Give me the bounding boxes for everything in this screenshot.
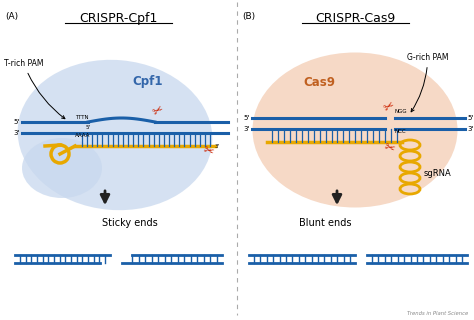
Text: Blunt ends: Blunt ends xyxy=(299,218,351,228)
Text: 3': 3' xyxy=(244,126,250,132)
Text: AAAA: AAAA xyxy=(75,133,91,138)
Text: 5': 5' xyxy=(467,115,473,121)
Text: CRISPR-Cas9: CRISPR-Cas9 xyxy=(315,12,395,25)
Text: Cpf1: Cpf1 xyxy=(133,76,163,89)
Text: ✂: ✂ xyxy=(382,140,396,156)
Text: CRISPR-Cpf1: CRISPR-Cpf1 xyxy=(79,12,157,25)
Ellipse shape xyxy=(22,138,102,198)
Text: (A): (A) xyxy=(5,12,18,21)
Text: 3': 3' xyxy=(215,144,220,149)
Ellipse shape xyxy=(18,60,212,210)
Text: TTTN: TTTN xyxy=(75,115,89,120)
Text: 3': 3' xyxy=(14,130,20,136)
Text: Cas9: Cas9 xyxy=(303,76,335,90)
Text: G-rich PAM: G-rich PAM xyxy=(407,53,448,112)
Text: 5': 5' xyxy=(85,125,91,130)
Text: T-rich PAM: T-rich PAM xyxy=(4,59,65,119)
Text: Trends in Plant Science: Trends in Plant Science xyxy=(407,311,468,316)
Text: ✂: ✂ xyxy=(201,143,215,159)
Text: (B): (B) xyxy=(242,12,255,21)
Text: Sticky ends: Sticky ends xyxy=(102,218,158,228)
Text: NCC: NCC xyxy=(395,129,407,134)
Text: ✂: ✂ xyxy=(381,99,397,115)
Text: 5': 5' xyxy=(14,119,20,125)
Ellipse shape xyxy=(253,52,457,207)
Text: 3': 3' xyxy=(467,126,474,132)
Text: NGG: NGG xyxy=(395,109,408,114)
Text: ✂: ✂ xyxy=(150,103,166,119)
Text: 5': 5' xyxy=(244,115,250,121)
Text: sgRNA: sgRNA xyxy=(424,169,452,178)
